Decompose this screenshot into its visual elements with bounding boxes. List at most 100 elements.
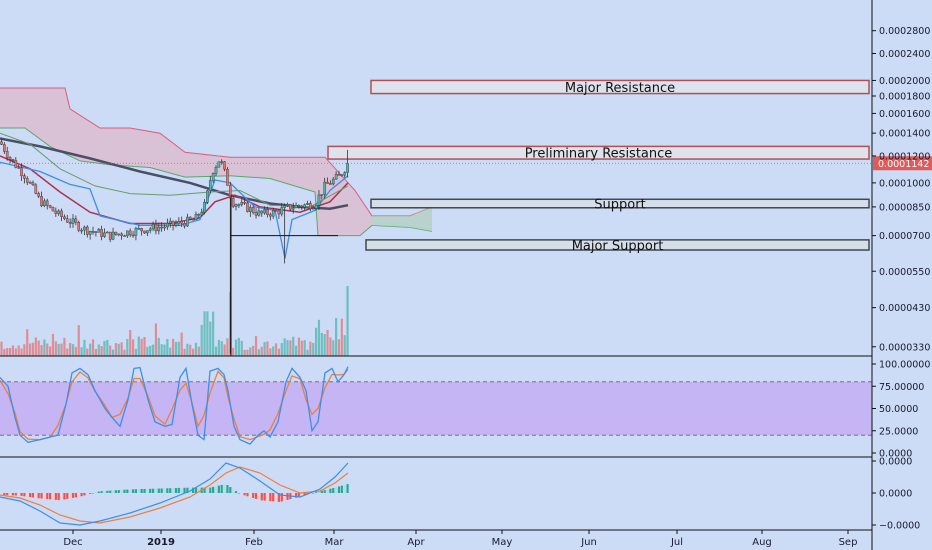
volume-bar <box>192 348 195 356</box>
macd-histogram-bar <box>29 493 32 498</box>
volume-bar <box>254 336 258 356</box>
candle-body <box>37 193 40 197</box>
macd-histogram-bar <box>300 493 303 497</box>
macd-histogram-bar <box>14 493 17 496</box>
volume-bar <box>209 321 212 356</box>
macd-histogram-bar <box>246 493 249 497</box>
volume-bar <box>91 339 95 356</box>
candle-body <box>103 232 106 237</box>
candle-body <box>54 210 58 214</box>
candle-body <box>260 210 264 214</box>
macd-histogram-bar <box>109 490 112 493</box>
volume-bar <box>169 347 172 356</box>
macd-histogram-bar <box>126 489 129 493</box>
volume-bar <box>180 332 183 356</box>
volume-bar <box>289 340 292 356</box>
macd-histogram-bar <box>34 493 37 498</box>
volume-bar <box>29 343 32 356</box>
cloud-span-a <box>0 87 433 217</box>
volume-bar <box>252 345 255 356</box>
macd-histogram-bar <box>172 488 175 493</box>
candle-body <box>74 218 78 223</box>
volume-bar <box>40 344 43 356</box>
macd-histogram-bar <box>37 493 40 499</box>
macd-histogram-bar <box>292 493 295 499</box>
x-tick-label: Jul <box>670 537 683 548</box>
macd-histogram-bar <box>31 493 35 498</box>
volume-bar <box>149 345 152 356</box>
volume-bar <box>326 329 329 356</box>
volume-bar <box>266 341 269 356</box>
candle-body <box>3 144 6 152</box>
volume-bar <box>277 348 281 356</box>
macd-histogram-bar <box>63 493 66 500</box>
candle-body <box>291 207 295 210</box>
volume-bar <box>89 343 92 356</box>
volume-bar <box>94 349 97 356</box>
volume-bar <box>17 345 20 356</box>
macd-histogram-bar <box>266 493 269 501</box>
macd-histogram-bar <box>94 492 97 493</box>
macd-histogram-bar <box>106 490 109 493</box>
macd-histogram-bar <box>11 493 15 496</box>
candle-body <box>17 167 20 169</box>
candle-body <box>88 231 92 235</box>
candle-body <box>45 200 49 206</box>
candle-body <box>246 202 249 212</box>
volume-bar <box>140 338 143 356</box>
candle-body <box>254 212 258 216</box>
volume-bar <box>280 343 283 356</box>
candle-body <box>243 202 246 204</box>
volume-bar <box>46 343 49 356</box>
candle-body <box>28 182 32 184</box>
candle-body <box>200 212 204 216</box>
volume-bar <box>3 348 6 356</box>
candle-body <box>283 205 286 208</box>
candle-body <box>203 202 206 213</box>
volume-bar <box>272 346 275 356</box>
candle-body <box>231 197 235 207</box>
candle-body <box>174 223 178 226</box>
macd-histogram-bar <box>217 485 220 493</box>
cloud-future <box>372 205 432 232</box>
candle-body <box>68 221 72 224</box>
macd-histogram-bar <box>223 484 226 493</box>
volume-bar <box>246 349 249 356</box>
candle-body <box>25 178 29 183</box>
macd-panel <box>0 462 349 526</box>
macd-histogram-bar <box>43 493 46 499</box>
macd-histogram-bar <box>71 493 75 498</box>
macd-histogram-bar <box>315 492 318 493</box>
candle-body <box>154 224 158 232</box>
candle-body <box>188 216 192 220</box>
macd-histogram-bar <box>317 491 321 493</box>
volume-bar <box>335 318 338 356</box>
candle-body <box>94 231 98 233</box>
volume-bar <box>309 341 312 356</box>
y-tick-label: 0.0001200 <box>879 151 930 162</box>
candle-body <box>100 229 103 237</box>
volume-bar <box>60 343 63 356</box>
candle-body <box>266 209 269 215</box>
volume-bar <box>54 341 57 356</box>
candle-body <box>120 233 123 236</box>
volume-bar <box>74 346 77 356</box>
candle-body <box>280 207 284 215</box>
volume-bar <box>323 334 326 356</box>
stoch-tick-label: 50.0000 <box>879 404 918 415</box>
macd-histogram-bar <box>100 491 103 493</box>
candle-body <box>334 174 338 180</box>
volume-bar <box>100 346 103 356</box>
candle-body <box>14 160 18 168</box>
candle-body <box>143 230 146 234</box>
candle-body <box>340 174 344 176</box>
candle-body <box>294 204 298 209</box>
macd-histogram-bar <box>243 493 246 496</box>
candle-body <box>306 203 309 205</box>
zone-major-support <box>365 239 870 251</box>
y-tick-label: 0.0000330 <box>879 342 930 353</box>
macd-histogram-bar <box>320 490 323 493</box>
macd-histogram-bar <box>234 491 238 493</box>
candle-body <box>23 175 26 179</box>
